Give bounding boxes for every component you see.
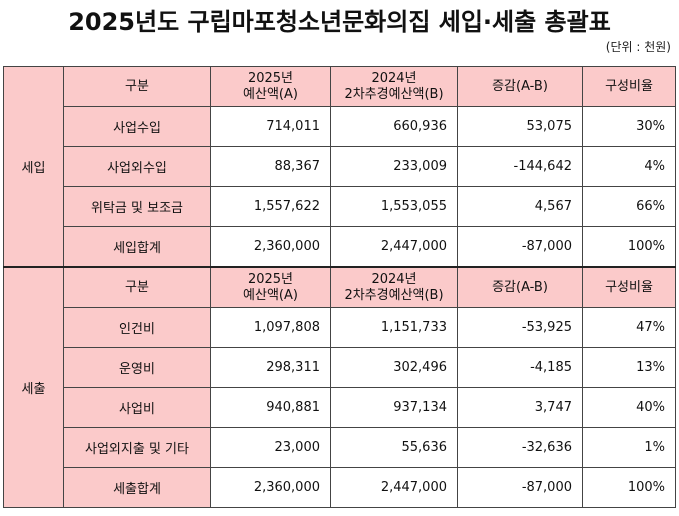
unit-note: (단위 : 천원) <box>605 40 671 54</box>
header-line: 2025년 <box>247 271 294 287</box>
cell: 100% <box>582 226 676 268</box>
cell: -87,000 <box>457 226 583 268</box>
cell: 298,311 <box>210 347 331 388</box>
header-line: 증감(A-B) <box>492 279 548 295</box>
cell: 937,134 <box>330 387 458 428</box>
cell: 2,447,000 <box>330 226 458 268</box>
data-row: 사업수입 714,011 660,936 53,075 30% <box>4 106 676 147</box>
row-label: 사업수입 <box>63 106 211 147</box>
column-header: 구성비율 <box>582 266 676 308</box>
summary-table: 세입 구분 2025년 예산액(A) 2024년 2차추경예산액(B) 증감(A-B) 구성비… <box>3 66 676 508</box>
data-row: 사업외수입 88,367 233,009 -144,642 4% <box>4 146 676 187</box>
cell: 88,367 <box>210 146 331 187</box>
cell: 2,360,000 <box>210 467 331 508</box>
cell: 4,567 <box>457 186 583 227</box>
title: 2025년도 구립마포청소년문화의집 세입·세출 총괄표 <box>68 8 611 36</box>
cell: 1% <box>582 427 676 468</box>
row-label: 인건비 <box>63 307 211 348</box>
cell: 233,009 <box>330 146 458 187</box>
cell: 3,747 <box>457 387 583 428</box>
header-row: 세입 구분 2025년 예산액(A) 2024년 2차추경예산액(B) 증감(A-B) 구성비… <box>3 66 676 268</box>
data-row: 세입합계 2,360,000 2,447,000 -87,000 100% <box>4 226 676 268</box>
column-header: 구성비율 <box>582 66 676 107</box>
column-header: 증감(A-B) <box>457 66 583 107</box>
data-row: 운영비 298,311 302,496 -4,185 13% <box>4 347 676 388</box>
data-row: 인건비 1,097,808 1,151,733 -53,925 47% <box>4 307 676 348</box>
column-header: 2025년 예산액(A) <box>210 266 331 308</box>
header-line: 2024년 <box>371 271 417 287</box>
row-label: 위탁금 및 보조금 <box>63 186 211 227</box>
row-label: 세출합계 <box>63 467 211 508</box>
row-label: 사업외지출 및 기타 <box>63 427 211 468</box>
cell: -144,642 <box>457 146 583 187</box>
column-header: 2024년 2차추경예산액(B) <box>330 66 458 107</box>
cell: 714,011 <box>210 106 331 147</box>
header-line: 2025년 <box>247 70 294 86</box>
header-row: 세출 구분 2025년 예산액(A) 2024년 2차추경예산액(B) 증감(A-B) 구성비… <box>3 266 676 508</box>
data-row: 세출합계 2,360,000 2,447,000 -87,000 100% <box>4 467 676 508</box>
section-label: 세출 <box>3 266 64 508</box>
cell: 1,553,055 <box>330 186 458 227</box>
cell: 40% <box>582 387 676 428</box>
row-label: 세입합계 <box>63 226 211 268</box>
section-label: 세입 <box>3 66 64 268</box>
cell: 4% <box>582 146 676 187</box>
cell: 2,447,000 <box>330 467 458 508</box>
header-line: 예산액(A) <box>243 86 298 102</box>
header-line: 구성비율 <box>605 279 653 295</box>
cell: 940,881 <box>210 387 331 428</box>
cell: -4,185 <box>457 347 583 388</box>
cell: 47% <box>582 307 676 348</box>
cell: -87,000 <box>457 467 583 508</box>
cell: 2,360,000 <box>210 226 331 268</box>
header-line: 2024년 <box>371 70 417 86</box>
column-header: 2025년 예산액(A) <box>210 66 331 107</box>
cell: 13% <box>582 347 676 388</box>
cell: 30% <box>582 106 676 147</box>
cell: -32,636 <box>457 427 583 468</box>
header-line: 구분 <box>125 279 149 295</box>
row-label: 사업외수입 <box>63 146 211 187</box>
header-line: 2차추경예산액(B) <box>344 287 444 303</box>
data-row: 위탁금 및 보조금 1,557,622 1,553,055 4,567 66% <box>4 186 676 227</box>
cell: 1,557,622 <box>210 186 331 227</box>
header-line: 구분 <box>125 78 149 94</box>
header-line: 증감(A-B) <box>492 78 548 94</box>
cell: 53,075 <box>457 106 583 147</box>
header-line: 예산액(A) <box>243 287 298 303</box>
row-label: 사업비 <box>63 387 211 428</box>
cell: 100% <box>582 467 676 508</box>
header-line: 구성비율 <box>605 78 653 94</box>
cell: 66% <box>582 186 676 227</box>
data-row: 사업비 940,881 937,134 3,747 40% <box>4 387 676 428</box>
header-line: 2차추경예산액(B) <box>344 86 444 102</box>
cell: 55,636 <box>330 427 458 468</box>
cell: 302,496 <box>330 347 458 388</box>
column-header: 2024년 2차추경예산액(B) <box>330 266 458 308</box>
cell: -53,925 <box>457 307 583 348</box>
row-label: 운영비 <box>63 347 211 388</box>
cell: 660,936 <box>330 106 458 147</box>
cell: 23,000 <box>210 427 331 468</box>
data-row: 사업외지출 및 기타 23,000 55,636 -32,636 1% <box>4 427 676 468</box>
column-header: 구분 <box>63 66 211 107</box>
cell: 1,097,808 <box>210 307 331 348</box>
column-header: 구분 <box>63 266 211 308</box>
column-header: 증감(A-B) <box>457 266 583 308</box>
cell: 1,151,733 <box>330 307 458 348</box>
